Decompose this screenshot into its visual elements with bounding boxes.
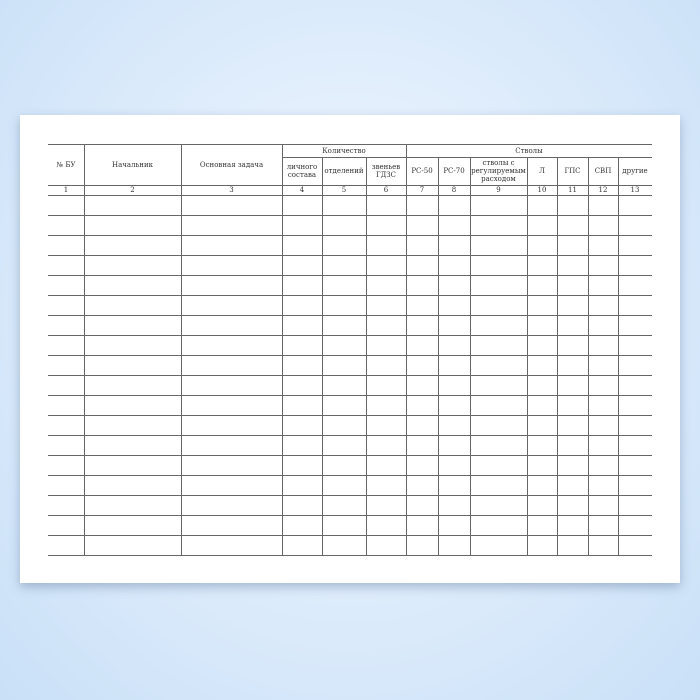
column-divider (181, 144, 182, 555)
group-header-nozzles: Стволы (515, 146, 543, 155)
table-row-line (48, 215, 652, 216)
column-number: 7 (419, 186, 425, 194)
column-header: СВП (594, 167, 612, 175)
column-header: звеньев ГДЗС (371, 163, 401, 179)
column-divider (527, 157, 528, 555)
column-divider (438, 157, 439, 555)
column-number: 3 (229, 186, 234, 194)
column-header: № БУ (56, 160, 76, 169)
table-row-line (48, 335, 652, 336)
column-divider (588, 157, 589, 555)
column-header: личного состава (286, 163, 318, 179)
table-row-line (48, 415, 652, 416)
column-header: ГПС (564, 167, 581, 175)
table-row-line (48, 455, 652, 456)
table-row-line (48, 275, 652, 276)
column-number: 10 (537, 186, 547, 194)
column-number: 2 (130, 186, 135, 194)
column-divider (557, 157, 558, 555)
column-number: 8 (451, 186, 457, 194)
column-divider (470, 157, 471, 555)
column-divider (406, 144, 407, 555)
table-row-line (48, 475, 652, 476)
column-header: Начальник (111, 160, 154, 169)
table-row-line (48, 395, 652, 396)
table-row-line (48, 555, 652, 556)
column-number: 1 (63, 186, 69, 194)
column-divider (322, 157, 323, 555)
data-table: Количество Стволы № БУ 1 Начальник 2 Основная … (48, 144, 652, 556)
form-sheet: Количество Стволы № БУ 1 Начальник 2 Основная … (20, 115, 680, 583)
column-number: 12 (598, 186, 608, 194)
column-number: 4 (299, 186, 305, 194)
header-bottom-border (48, 185, 652, 186)
column-number: 13 (630, 186, 640, 194)
column-header: стволы с регулируемым расходом (471, 159, 526, 183)
table-row-line (48, 355, 652, 356)
table-row-line (48, 235, 652, 236)
group-header-divider (282, 157, 652, 158)
column-header: отделений (324, 167, 364, 175)
column-header: другие (622, 167, 648, 175)
group-header-quantity: Количество (322, 146, 366, 155)
table-top-border (48, 144, 652, 145)
column-number: 9 (496, 186, 501, 194)
table-row-line (48, 535, 652, 536)
table-row-line (48, 495, 652, 496)
table-row-line (48, 295, 652, 296)
table-row-line (48, 195, 652, 196)
column-header: Л (539, 167, 545, 175)
table-row-line (48, 255, 652, 256)
table-row-line (48, 315, 652, 316)
table-row-line (48, 375, 652, 376)
column-number: 5 (341, 186, 347, 194)
table-row-line (48, 435, 652, 436)
column-header: РС-50 (411, 167, 433, 175)
column-header: Основная задача (199, 160, 264, 169)
column-number: 11 (568, 186, 577, 194)
column-header: РС-70 (443, 167, 465, 175)
column-divider (84, 144, 85, 555)
table-row-line (48, 515, 652, 516)
column-divider (366, 157, 367, 555)
column-divider (282, 144, 283, 555)
column-divider (618, 157, 619, 555)
column-number: 6 (383, 186, 389, 194)
